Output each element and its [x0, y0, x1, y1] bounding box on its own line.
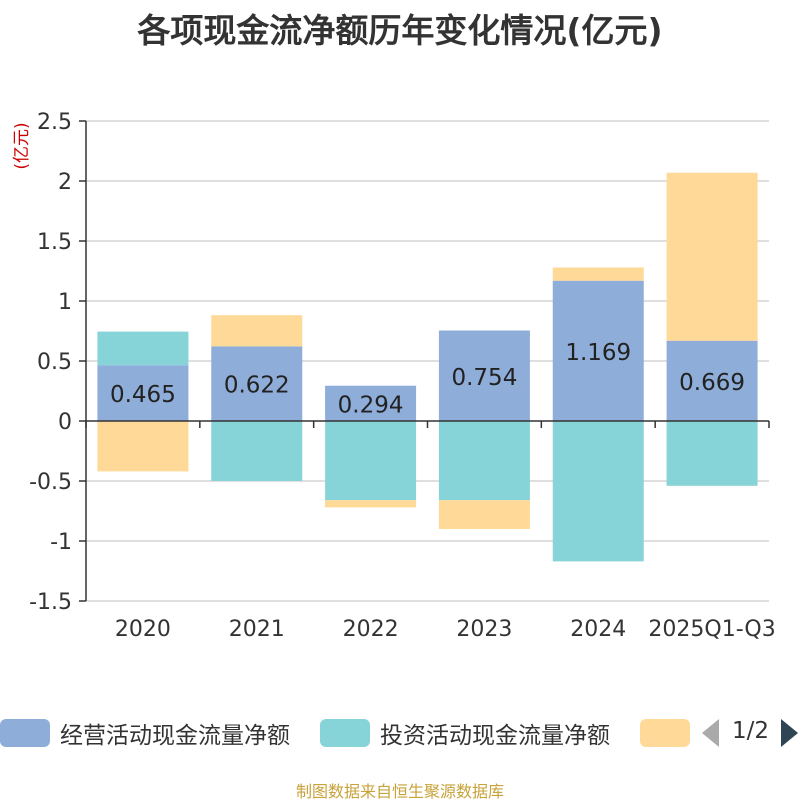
bar-series0-2020[interactable] [97, 365, 189, 421]
y-tick-label: -1 [50, 530, 72, 555]
bar-series1-2020[interactable] [97, 331, 189, 366]
legend-item-operating[interactable]: 经营活动现金流量净额 [0, 718, 290, 749]
bar-series1-2025Q1-Q3[interactable] [666, 421, 758, 486]
legend-pager: 1/2 [700, 718, 800, 748]
x-tick-label: 2021 [229, 617, 285, 642]
bar-series2-2023[interactable] [438, 500, 530, 529]
y-tick-label: 0.5 [37, 350, 72, 375]
y-axis-unit-label: (亿元) [12, 122, 32, 169]
bar-series2-2025Q1-Q3[interactable] [666, 172, 758, 341]
y-tick-label: 2.5 [37, 110, 72, 135]
bar-series2-2022[interactable] [325, 500, 417, 508]
y-tick-label: 0 [58, 410, 72, 435]
bar-series1-2023[interactable] [438, 421, 530, 501]
cash-flow-chart: -1.5 -1 -0.5 0 0.5 1 1.5 2 2.5 0.465 2020 0.622 2021… [12, 110, 776, 642]
bar-series0-2025Q1-Q3[interactable] [666, 340, 758, 421]
bar-series2-2020[interactable] [97, 421, 189, 472]
bar-series1-2022[interactable] [325, 421, 417, 501]
legend-item-investing[interactable]: 投资活动现金流量净额 [320, 718, 610, 749]
x-tick-label: 2025Q1-Q3 [648, 617, 775, 642]
bar-series1-2021[interactable] [211, 421, 303, 481]
legend-swatch-investing [320, 719, 370, 747]
bar-series2-2024[interactable] [552, 267, 644, 281]
legend-label-operating: 经营活动现金流量净额 [60, 723, 290, 749]
chart-title: 各项现金流净额历年变化情况(亿元) [137, 11, 663, 50]
y-tick-label: -1.5 [29, 590, 72, 615]
legend-page-indicator: 1/2 [732, 718, 770, 744]
bar-series0-2023[interactable] [438, 330, 530, 421]
bar-series1-2024[interactable] [552, 421, 644, 562]
x-tick-label: 2022 [343, 617, 399, 642]
y-tick-label: -0.5 [29, 470, 72, 495]
y-tick-label: 1.5 [37, 230, 72, 255]
bar-series0-2022[interactable] [325, 385, 417, 421]
source-note: 制图数据来自恒生聚源数据库 [295, 782, 504, 801]
data-label: 0.669 [679, 370, 745, 396]
x-tick-label: 2023 [456, 617, 512, 642]
x-tick-label: 2024 [570, 617, 626, 642]
legend-label-investing: 投资活动现金流量净额 [380, 723, 610, 749]
legend: 经营活动现金流量净额 投资活动现金流量净额 1/2 [0, 712, 800, 758]
data-label: 0.754 [451, 365, 517, 391]
legend-swatch-operating [0, 719, 50, 747]
legend-item-third[interactable] [640, 718, 690, 748]
bar-series2-2021[interactable] [211, 315, 303, 347]
y-tick-label: 2 [58, 170, 72, 195]
data-label: 0.294 [338, 392, 404, 418]
next-page-icon[interactable] [781, 719, 798, 747]
data-label: 1.169 [565, 340, 631, 366]
prev-page-icon[interactable] [702, 719, 719, 747]
y-tick-label: 1 [58, 290, 72, 315]
x-tick-label: 2020 [115, 617, 171, 642]
data-label: 0.465 [110, 382, 176, 408]
data-label: 0.622 [224, 373, 290, 399]
bar-series0-2021[interactable] [211, 346, 303, 421]
bar-series0-2024[interactable] [552, 280, 644, 421]
legend-swatch-third [640, 719, 690, 747]
